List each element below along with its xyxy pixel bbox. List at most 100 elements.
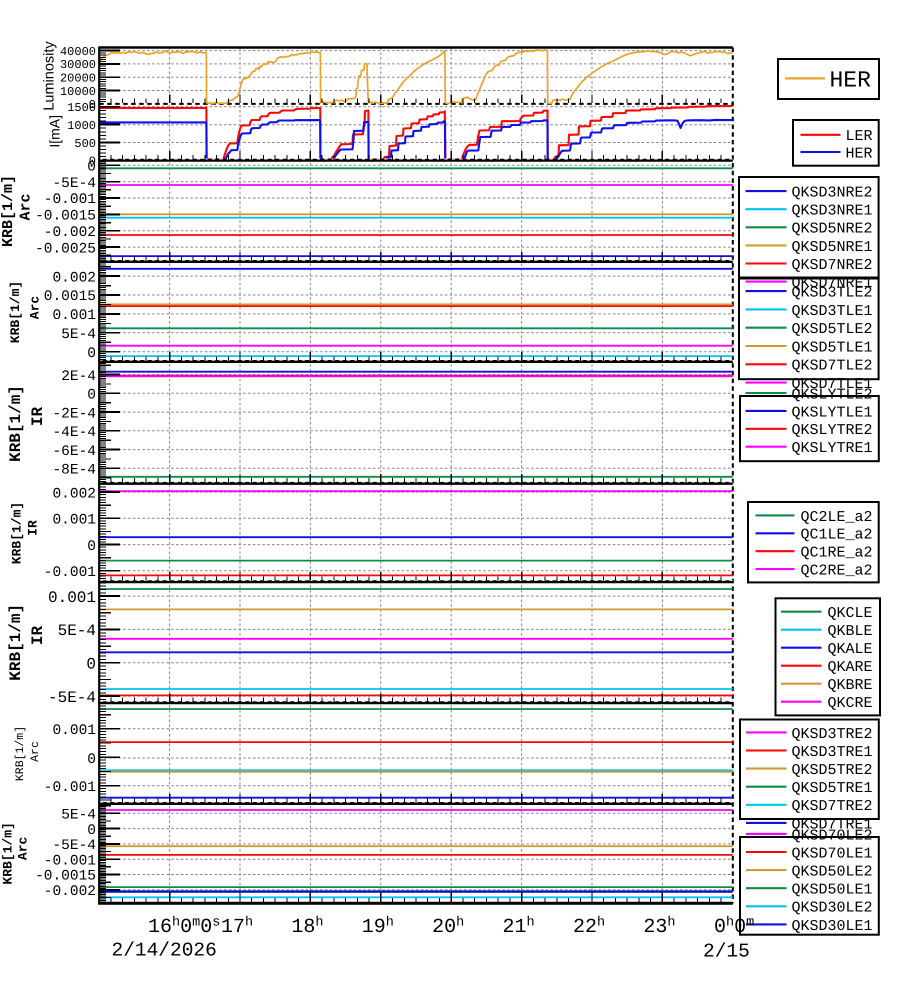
svg-text:-0.0025: -0.0025 [35,241,96,257]
svg-text:5E-4: 5E-4 [61,808,96,824]
svg-text:Arc: Arc [29,741,42,762]
svg-text:40000: 40000 [60,45,96,59]
svg-text:20000: 20000 [60,72,96,86]
svg-text:0: 0 [89,98,96,112]
svg-text:KRB[1/m]: KRB[1/m] [7,385,25,462]
svg-text:QKSD7TRE2: QKSD7TRE2 [792,798,873,815]
svg-text:-6E-4: -6E-4 [52,444,96,460]
svg-text:QC1LE_a2: QC1LE_a2 [801,527,873,544]
svg-text:-2E-4: -2E-4 [52,406,96,422]
svg-text:QC2RE_a2: QC2RE_a2 [801,563,873,580]
svg-text:QKSLYTRE1: QKSLYTRE1 [792,440,873,457]
svg-text:1000: 1000 [67,119,96,133]
svg-text:-4E-4: -4E-4 [52,425,96,441]
svg-text:Luminosity: Luminosity [42,41,58,111]
svg-text:QKSLYTRE2: QKSLYTRE2 [792,422,873,439]
svg-text:16h0m0s: 16h0m0s [148,916,220,940]
svg-text:22h: 22h [573,916,605,940]
svg-text:2/14/2026: 2/14/2026 [112,940,217,962]
svg-text:QKCRE: QKCRE [828,695,873,712]
svg-text:QKSD5NRE1: QKSD5NRE1 [792,239,873,256]
svg-text:5E-4: 5E-4 [58,622,96,640]
svg-text:-0.001: -0.001 [44,565,96,581]
svg-text:QKSLYTLE2: QKSLYTLE2 [792,386,873,403]
svg-text:20h: 20h [432,916,464,940]
svg-text:QKSD70LE1: QKSD70LE1 [792,845,873,862]
svg-text:IR: IR [29,626,47,646]
svg-text:QKSD3TRE1: QKSD3TRE1 [792,744,873,761]
svg-text:-5E-4: -5E-4 [48,689,96,707]
svg-text:0.001: 0.001 [52,513,96,529]
svg-text:QKSD30LE2: QKSD30LE2 [792,900,873,917]
svg-text:0: 0 [87,160,96,176]
svg-text:0: 0 [87,346,96,362]
svg-text:QKBRE: QKBRE [828,677,873,694]
svg-text:QC2LE_a2: QC2LE_a2 [801,509,873,526]
svg-text:KRB[1/m]: KRB[1/m] [10,502,25,564]
svg-text:-0.001: -0.001 [44,853,96,869]
svg-text:KRB[1/m]: KRB[1/m] [14,726,27,781]
svg-text:HER: HER [830,67,872,93]
svg-text:QKSD70LE2: QKSD70LE2 [792,827,873,844]
svg-text:0.001: 0.001 [48,589,96,607]
svg-text:KRB[1/m]: KRB[1/m] [7,604,25,681]
svg-text:-0.001: -0.001 [44,780,96,796]
svg-text:21h: 21h [503,916,535,940]
svg-text:I[mA]: I[mA] [47,115,63,148]
svg-text:2/15: 2/15 [703,941,750,963]
svg-text:0.001: 0.001 [52,723,96,739]
svg-text:1500: 1500 [67,101,96,115]
svg-text:IR: IR [29,407,47,427]
svg-text:-8E-4: -8E-4 [52,463,96,479]
svg-text:0.002: 0.002 [52,486,96,502]
svg-text:2E-4: 2E-4 [61,369,96,385]
svg-text:-5E-4: -5E-4 [52,838,96,854]
svg-text:QC1RE_a2: QC1RE_a2 [801,545,873,562]
svg-text:IR: IR [26,520,41,536]
svg-text:-0.0015: -0.0015 [35,209,96,225]
svg-text:QKSD5TLE2: QKSD5TLE2 [792,321,873,338]
svg-text:QKSD7NRE1: QKSD7NRE1 [792,275,873,292]
svg-text:0: 0 [86,656,96,674]
svg-text:QKSD5TRE1: QKSD5TRE1 [792,780,873,797]
svg-text:QKSD3TLE2: QKSD3TLE2 [792,285,873,302]
svg-text:QKSLYTLE1: QKSLYTLE1 [792,404,873,421]
svg-text:Arc: Arc [28,296,43,320]
svg-text:QKSD50LE1: QKSD50LE1 [792,882,873,899]
svg-text:QKSD5NRE2: QKSD5NRE2 [792,221,873,238]
svg-text:HER: HER [846,145,873,162]
svg-text:QKSD7TLE1: QKSD7TLE1 [792,376,873,393]
svg-text:-0.002: -0.002 [44,884,96,900]
svg-text:QKSD3TLE1: QKSD3TLE1 [792,303,873,320]
svg-text:23h: 23h [643,916,675,940]
svg-text:Arc: Arc [18,193,35,220]
svg-text:QKSD5TRE2: QKSD5TRE2 [792,762,873,779]
svg-text:LER: LER [846,128,873,145]
svg-text:0: 0 [87,823,96,839]
svg-text:KRB[1/m]: KRB[1/m] [0,175,17,247]
svg-text:18h: 18h [291,916,323,940]
svg-text:0.001: 0.001 [52,308,96,324]
svg-text:KRB[1/m]: KRB[1/m] [8,281,23,343]
svg-text:QKCLE: QKCLE [828,605,873,622]
svg-text:-0.002: -0.002 [44,225,96,241]
svg-text:QKSD7NRE2: QKSD7NRE2 [792,257,873,274]
svg-text:KRB[1/m]: KRB[1/m] [1,822,16,884]
svg-text:0.0015: 0.0015 [44,289,96,305]
svg-text:QKARE: QKARE [828,659,873,676]
svg-text:QKSD30LE1: QKSD30LE1 [792,918,873,935]
svg-text:0: 0 [87,539,96,555]
svg-text:17h: 17h [221,916,253,940]
svg-text:QKBLE: QKBLE [828,623,873,640]
svg-text:Arc: Arc [16,837,31,861]
svg-text:10000: 10000 [60,85,96,99]
svg-text:0: 0 [87,388,96,404]
svg-text:QKSD7TRE1: QKSD7TRE1 [792,816,873,833]
svg-text:QKSD3NRE2: QKSD3NRE2 [792,185,873,202]
svg-text:0.002: 0.002 [52,270,96,286]
svg-text:QKSD50LE2: QKSD50LE2 [792,864,873,881]
svg-text:0: 0 [89,155,96,169]
svg-text:QKSD3TRE2: QKSD3TRE2 [792,726,873,743]
svg-text:-0.0015: -0.0015 [35,869,96,885]
svg-text:-5E-4: -5E-4 [52,176,96,192]
